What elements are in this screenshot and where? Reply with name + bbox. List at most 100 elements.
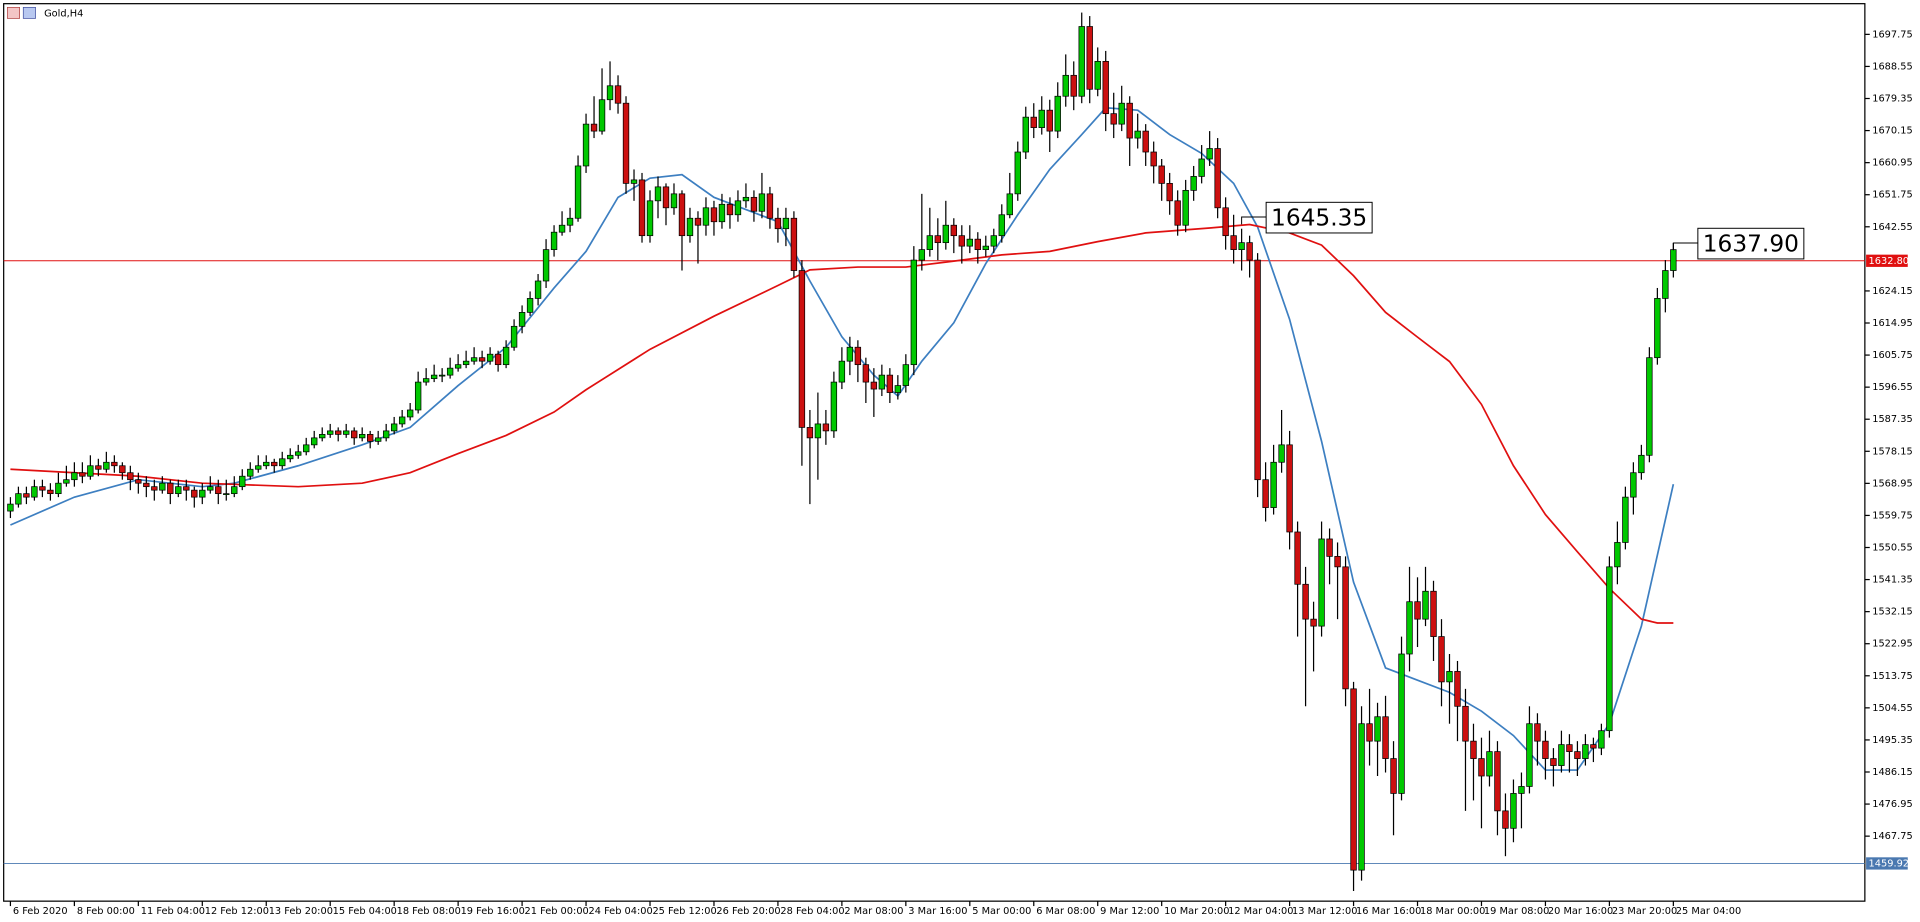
candle-body — [870, 381, 878, 390]
moving-average-line — [10, 106, 1675, 771]
candle-body — [1150, 151, 1157, 167]
candle-body — [1510, 793, 1517, 829]
x-tick-label: 18 Feb 08:00 — [397, 906, 461, 917]
x-tick-label: 23 Mar 20:00 — [1612, 906, 1677, 917]
candle-body — [135, 479, 142, 484]
candle-body — [398, 416, 406, 425]
candle-body — [1174, 200, 1181, 226]
candle-body — [1566, 744, 1573, 752]
candle-body — [686, 217, 694, 237]
candle-body — [343, 430, 350, 435]
candle-body — [790, 217, 798, 271]
candle-body — [1574, 751, 1581, 759]
candle-body — [750, 196, 758, 212]
x-tick-label: 25 Feb 12:00 — [652, 906, 716, 917]
candle-body — [814, 423, 822, 439]
candle-body — [1214, 148, 1221, 209]
candle-body — [614, 85, 622, 104]
candle-body — [1638, 454, 1645, 474]
candle-body — [622, 102, 630, 184]
candle-body — [694, 217, 702, 226]
annotation-box — [1265, 201, 1373, 234]
candle-body — [1422, 590, 1429, 620]
candle-body — [15, 493, 22, 505]
candle-body — [1438, 636, 1445, 683]
candle-body — [830, 381, 838, 432]
candle-body — [862, 364, 870, 383]
candle-body — [1334, 556, 1341, 568]
candle-body — [470, 357, 478, 362]
candle-body — [702, 207, 710, 226]
candle-body — [1190, 176, 1197, 191]
candle-body — [1278, 444, 1285, 463]
candle-body — [1550, 758, 1557, 766]
candle-body — [742, 196, 750, 202]
y-tick-label: 1670.15 — [1872, 126, 1913, 137]
candle-body — [390, 423, 398, 432]
candle-body — [1046, 109, 1053, 132]
candle-body — [95, 465, 102, 470]
candle-body — [494, 353, 502, 366]
candle-body — [231, 486, 238, 495]
y-tick-label: 1578.15 — [1872, 446, 1913, 457]
candle-body — [518, 312, 526, 327]
candle-body — [119, 465, 126, 474]
y-tick-label: 1688.55 — [1872, 61, 1913, 72]
y-tick-label: 1697.75 — [1872, 29, 1913, 40]
annotation-label: 1637.90 — [1703, 230, 1799, 257]
candle-body — [1558, 744, 1565, 766]
candle-body — [886, 374, 894, 393]
candle-body — [758, 193, 766, 212]
candle-body — [319, 434, 326, 439]
candle-body — [590, 123, 598, 132]
x-tick-label: 5 Mar 00:00 — [972, 906, 1031, 917]
y-tick-label: 1476.95 — [1872, 799, 1913, 810]
candle-body — [550, 231, 558, 250]
candle-body — [1102, 61, 1109, 115]
x-tick-label: 6 Mar 08:00 — [1036, 906, 1095, 917]
candle-body — [710, 207, 718, 223]
candle-body — [502, 346, 510, 366]
symbol-icon — [6, 6, 36, 19]
candle-body — [23, 493, 30, 498]
candle-body — [654, 186, 662, 202]
candle-body — [1390, 758, 1397, 794]
candle-body — [183, 486, 190, 491]
y-tick-label: 1660.95 — [1872, 158, 1913, 169]
candle-body — [734, 200, 742, 216]
plot-frame — [3, 3, 1866, 902]
annotation-leader — [1672, 242, 1698, 251]
x-tick-label: 9 Mar 12:00 — [1100, 906, 1159, 917]
candle-body — [335, 430, 342, 435]
x-tick-label: 20 Mar 16:00 — [1548, 906, 1613, 917]
candle-body — [1118, 102, 1125, 125]
candle-body — [662, 186, 670, 209]
candle-body — [990, 235, 997, 247]
candle-body — [1470, 740, 1477, 759]
candle-body — [1206, 148, 1213, 160]
candle-body — [1142, 130, 1149, 153]
candle-body — [63, 479, 70, 484]
candle-body — [534, 280, 542, 299]
y-tick-label: 1559.75 — [1872, 510, 1913, 521]
candle-body — [1342, 566, 1349, 690]
x-tick-label: 19 Mar 08:00 — [1484, 906, 1549, 917]
candle-body — [582, 123, 590, 167]
candle-body — [926, 235, 934, 250]
candle-body — [510, 325, 518, 348]
candle-body — [1614, 542, 1621, 568]
candle-body — [207, 486, 214, 491]
candle-body — [1646, 357, 1653, 456]
candle-body — [327, 430, 334, 435]
y-tick-label: 1587.35 — [1872, 414, 1913, 425]
y-tick-label: 1568.95 — [1872, 478, 1913, 489]
candle-body — [638, 179, 646, 237]
candle-body — [1478, 758, 1485, 777]
y-tick-label: 1651.75 — [1872, 190, 1913, 201]
candle-body — [902, 364, 910, 386]
candle-body — [287, 454, 294, 460]
x-tick-label: 11 Feb 04:00 — [141, 906, 205, 917]
